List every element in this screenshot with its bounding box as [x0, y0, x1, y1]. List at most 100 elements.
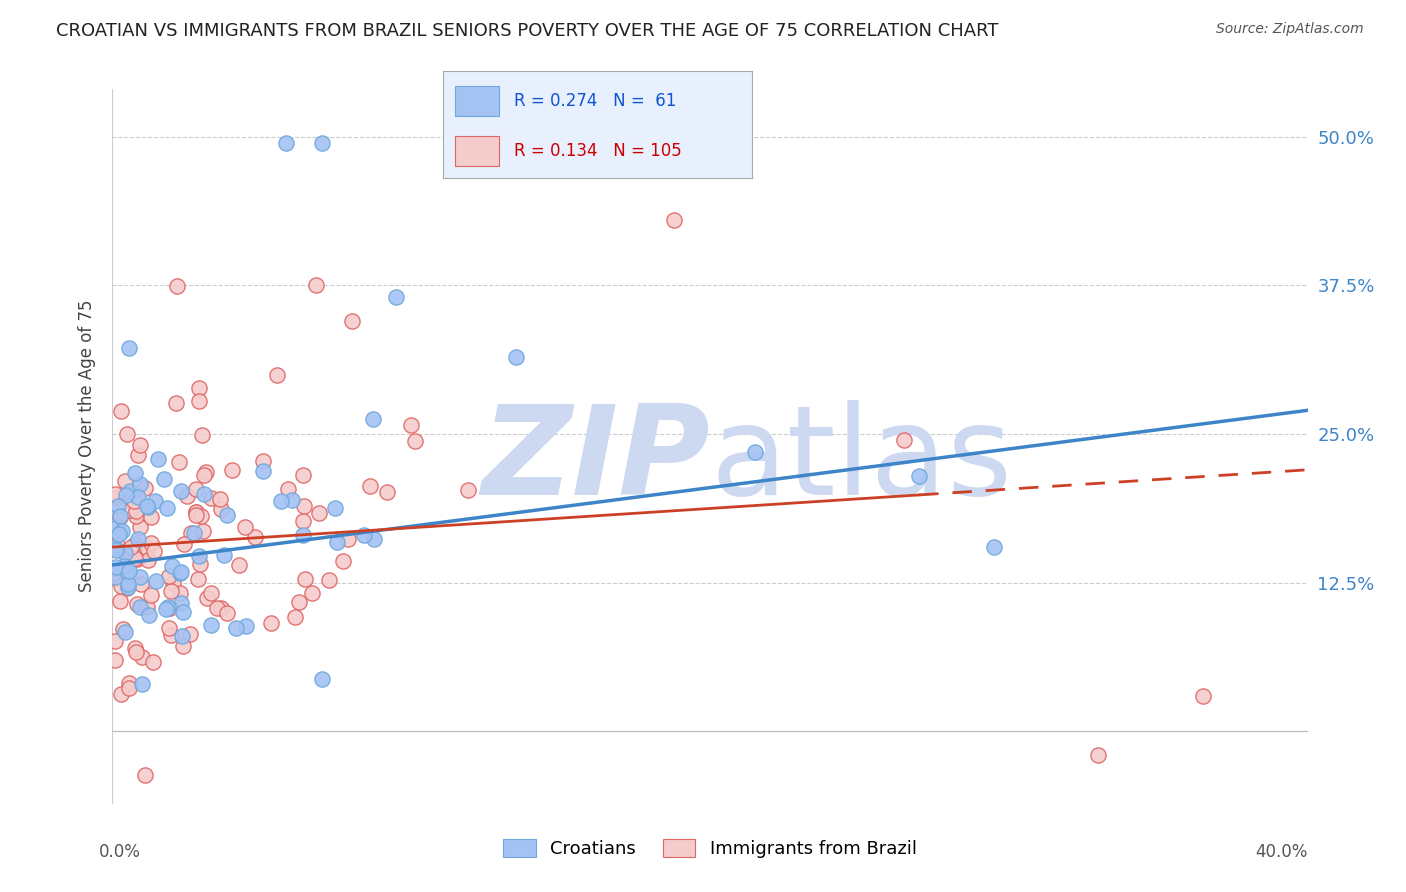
Point: [277, 483, 299, 497]
Point: [110, 579, 132, 593]
Point: [323, 501, 346, 516]
Point: [200, 586, 222, 600]
Point: [124, 641, 146, 656]
Point: [252, 464, 274, 478]
Point: [340, 314, 363, 328]
FancyBboxPatch shape: [456, 87, 499, 116]
Point: [311, 136, 333, 150]
Point: [127, 448, 149, 462]
Point: [139, 536, 162, 550]
Point: [118, 681, 141, 696]
Point: [108, 508, 131, 523]
Point: [105, 538, 128, 552]
Point: [129, 577, 152, 591]
Text: ZIP: ZIP: [481, 400, 710, 521]
Point: [136, 599, 159, 614]
Point: [105, 560, 128, 574]
Point: [128, 520, 150, 534]
Point: [363, 412, 385, 426]
Point: [311, 673, 333, 687]
Point: [183, 526, 205, 541]
Point: [184, 508, 207, 523]
Point: [160, 558, 183, 573]
Point: [129, 570, 152, 584]
Point: [332, 554, 354, 568]
Point: [217, 508, 239, 522]
Legend: Croatians, Immigrants from Brazil: Croatians, Immigrants from Brazil: [496, 831, 924, 865]
Point: [138, 553, 160, 567]
Point: [385, 290, 408, 304]
Point: [124, 537, 146, 551]
Point: [205, 600, 228, 615]
Point: [172, 605, 194, 619]
Point: [128, 476, 150, 491]
Point: [318, 573, 340, 587]
Point: [221, 463, 243, 477]
Text: 0.0%: 0.0%: [98, 843, 141, 861]
Point: [104, 491, 127, 505]
Point: [115, 488, 138, 502]
Point: [225, 621, 247, 635]
Point: [217, 606, 239, 620]
Point: [228, 558, 250, 572]
Point: [127, 533, 149, 547]
Point: [243, 530, 266, 544]
Text: atlas: atlas: [710, 400, 1012, 521]
Point: [139, 510, 162, 524]
Point: [114, 474, 136, 488]
Point: [200, 491, 222, 506]
Point: [166, 278, 188, 293]
Point: [188, 393, 211, 408]
Point: [117, 580, 139, 594]
Point: [104, 487, 127, 501]
Point: [122, 541, 145, 556]
Point: [162, 575, 184, 590]
Point: [274, 136, 297, 150]
Point: [337, 532, 360, 546]
Point: [104, 570, 127, 584]
Point: [128, 600, 150, 615]
Point: [170, 596, 193, 610]
Y-axis label: Seniors Poverty Over the Age of 75: Seniors Poverty Over the Age of 75: [77, 300, 96, 592]
Text: R = 0.134   N = 105: R = 0.134 N = 105: [515, 142, 682, 160]
Point: [143, 494, 166, 508]
Point: [104, 566, 127, 580]
Point: [291, 514, 314, 528]
Text: CROATIAN VS IMMIGRANTS FROM BRAZIL SENIORS POVERTY OVER THE AGE OF 75 CORRELATIO: CROATIAN VS IMMIGRANTS FROM BRAZIL SENIO…: [56, 22, 998, 40]
FancyBboxPatch shape: [456, 136, 499, 166]
Point: [127, 597, 149, 611]
Point: [359, 479, 381, 493]
Point: [187, 572, 209, 586]
Point: [146, 452, 169, 467]
Point: [165, 396, 187, 410]
Point: [117, 675, 139, 690]
Point: [375, 484, 398, 499]
Point: [115, 427, 138, 442]
Point: [252, 454, 274, 468]
Point: [664, 213, 686, 227]
Point: [125, 552, 148, 566]
Point: [287, 594, 309, 608]
Point: [112, 559, 135, 574]
Point: [120, 540, 142, 554]
Point: [169, 566, 191, 580]
Point: [134, 481, 156, 495]
Point: [233, 520, 256, 534]
Point: [135, 499, 157, 513]
Point: [107, 500, 129, 514]
Point: [305, 278, 328, 293]
Point: [180, 525, 202, 540]
Point: [115, 582, 138, 596]
Point: [104, 571, 127, 585]
Point: [326, 535, 349, 549]
Point: [399, 418, 422, 433]
Point: [212, 548, 235, 562]
Point: [157, 569, 180, 583]
Point: [169, 566, 191, 580]
Point: [404, 434, 426, 448]
Point: [188, 557, 211, 571]
Point: [363, 532, 385, 546]
Point: [744, 445, 766, 459]
Point: [172, 629, 194, 643]
Point: [124, 504, 146, 518]
